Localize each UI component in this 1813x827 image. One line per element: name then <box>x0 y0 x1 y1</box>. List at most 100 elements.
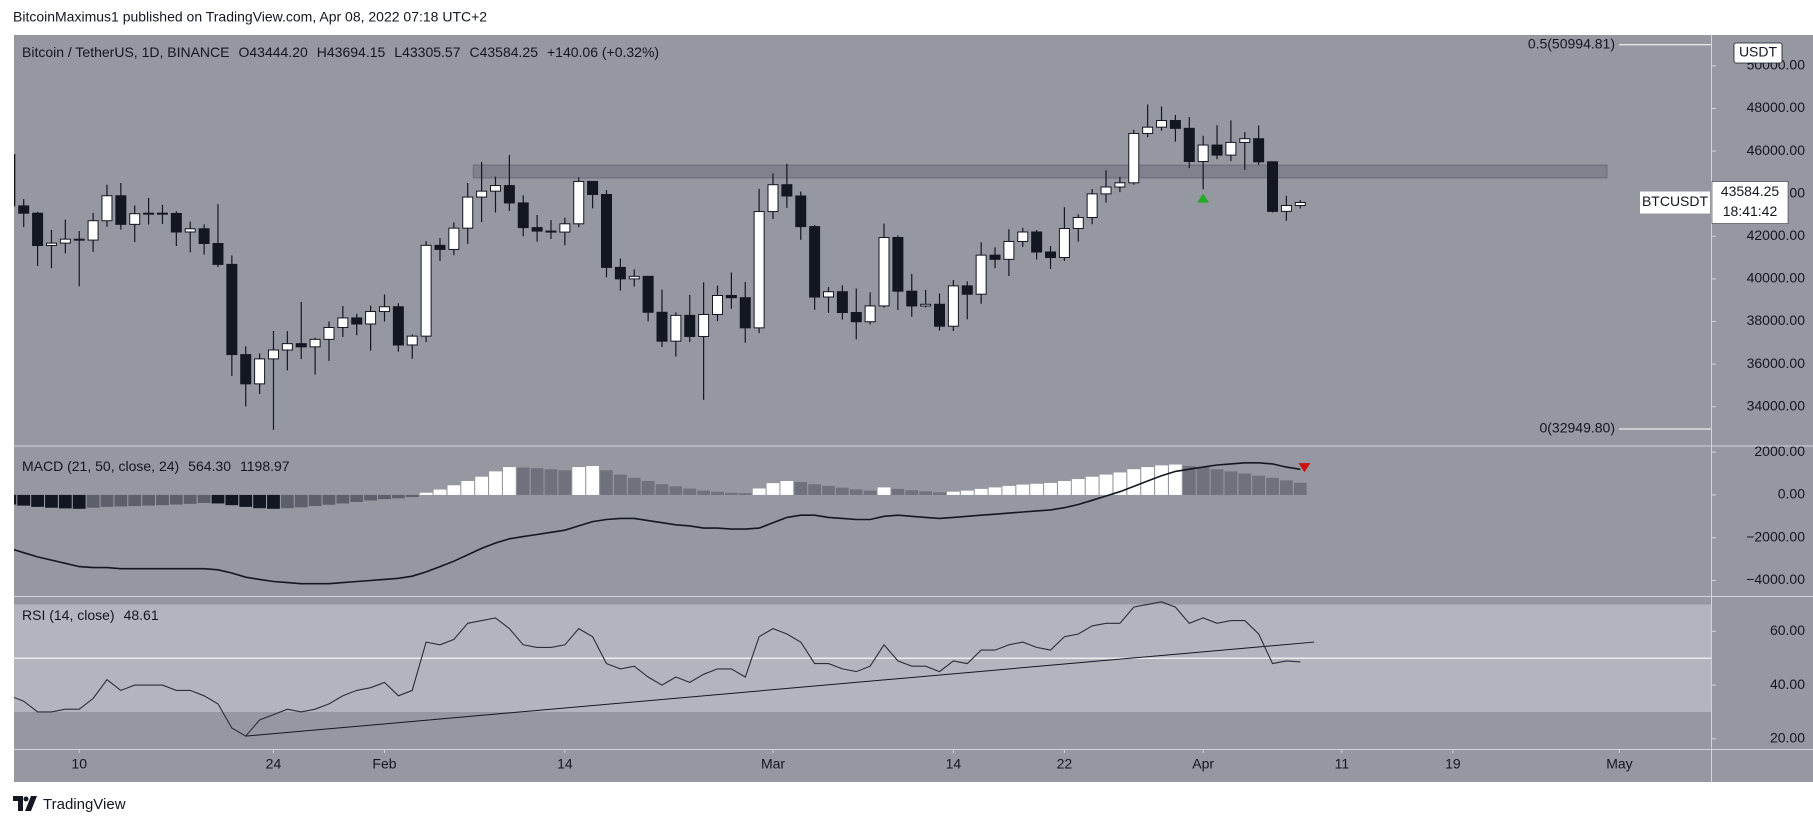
legend-value: O43444.20 <box>238 44 307 60</box>
candle-body <box>101 195 113 222</box>
candle-body <box>725 295 737 299</box>
candle-body <box>712 295 723 315</box>
candle-body <box>517 202 529 229</box>
x-tick-label: 10 <box>71 756 87 772</box>
macd-histogram-bar <box>655 484 669 495</box>
candle-body <box>198 228 210 245</box>
buy-arrow <box>1197 193 1210 203</box>
candle-body <box>392 306 404 346</box>
macd-histogram-bar <box>613 474 627 495</box>
candle-body <box>462 196 474 229</box>
macd-histogram-bar <box>211 494 225 504</box>
candle-body <box>420 244 432 337</box>
candle-body <box>378 306 390 313</box>
candle-body <box>545 230 557 233</box>
legend-value: H43694.15 <box>317 44 386 60</box>
candle-body <box>920 303 932 307</box>
legend-value: 48.61 <box>124 607 159 623</box>
y-tick-label: 0.00 <box>1778 486 1805 502</box>
macd-histogram-bar <box>780 481 794 495</box>
candle-body <box>1197 144 1209 163</box>
legend-value: 1198.97 <box>240 458 290 474</box>
candle-body <box>989 254 1001 260</box>
macd-histogram-bar <box>683 488 697 495</box>
legend-title: RSI (14, close) <box>22 607 115 623</box>
macd-histogram-bar <box>322 494 336 505</box>
macd-histogram-bar <box>308 494 322 507</box>
macd-histogram-bar <box>947 491 960 495</box>
macd-histogram-bar <box>933 492 946 495</box>
legend-title: MACD (21, 50, close, 24) <box>22 458 179 474</box>
price-label: 43584.25 <box>1721 183 1780 199</box>
candle-body <box>795 195 807 228</box>
candle-body <box>684 314 696 337</box>
macd-histogram-bar <box>197 494 211 504</box>
macd-histogram-bar <box>1016 484 1030 495</box>
y-tick-label: 34000.00 <box>1747 397 1806 413</box>
macd-histogram-bar <box>502 467 516 495</box>
candle-body <box>823 291 834 298</box>
candle-body <box>1183 127 1195 163</box>
y-tick-label: 36000.00 <box>1747 355 1806 371</box>
resistance-zone <box>472 164 1608 179</box>
currency-box <box>1733 42 1783 64</box>
candle-body <box>184 228 196 233</box>
macd-histogram-bar <box>1266 477 1279 495</box>
macd-histogram-bar <box>835 487 849 495</box>
pane-rsi <box>14 601 1711 737</box>
macd-histogram-bar <box>419 492 433 495</box>
x-tick-label: 14 <box>557 756 573 772</box>
macd-histogram-bar <box>225 494 239 506</box>
candle-body <box>156 212 168 215</box>
candle-body <box>1017 231 1029 242</box>
candle-body <box>947 285 959 327</box>
macd-histogram-bar <box>849 489 863 495</box>
legend-value: +140.06 (+0.32%) <box>547 44 659 60</box>
footer-brand: TradingView <box>43 796 126 813</box>
rsi-trendline <box>245 641 1315 737</box>
macd-histogram-bar <box>100 494 114 507</box>
macd-histogram-bar <box>572 467 586 495</box>
macd-histogram-bar <box>475 476 488 495</box>
tradingview-logo <box>13 796 37 811</box>
macd-histogram-bar <box>724 492 738 495</box>
macd-histogram-bar <box>905 490 919 495</box>
candle-body <box>934 303 946 327</box>
candle-body <box>323 327 335 340</box>
price-box <box>1711 181 1789 224</box>
macd-histogram-bar <box>1030 483 1044 495</box>
candle-body <box>476 190 488 198</box>
candle-body <box>1058 228 1070 259</box>
candle-body <box>32 212 44 247</box>
publish-header: BitcoinMaximus1 published on TradingView… <box>13 9 487 25</box>
macd-histogram-bar <box>1196 467 1210 495</box>
macd-histogram-bar <box>544 469 558 495</box>
x-tick-label: Apr <box>1192 756 1214 772</box>
pane-legend: Bitcoin / TetherUS, 1D, BINANCE O43444.20… <box>22 44 659 60</box>
macd-histogram-bar <box>1293 482 1307 495</box>
candle-body <box>642 275 654 313</box>
y-tick-label: 20.00 <box>1770 729 1805 745</box>
rsi-line <box>14 601 1301 737</box>
fib-label: 0.5(50994.81) <box>1528 35 1615 51</box>
candle-body <box>212 243 224 265</box>
candle-body <box>1239 138 1251 143</box>
fib-label: 0(32949.80) <box>1539 420 1615 436</box>
symbol-label: BTCUSDT <box>1642 193 1709 209</box>
candle-body <box>1225 141 1237 156</box>
candle-body <box>836 291 848 314</box>
x-tick-label: Mar <box>761 756 785 772</box>
candle-body <box>1294 202 1306 207</box>
candle-body <box>1086 193 1098 218</box>
macd-histogram-bar <box>1099 474 1113 495</box>
candle-body <box>14 154 16 207</box>
macd-histogram-bar <box>1058 481 1071 495</box>
candle-body <box>1267 161 1279 212</box>
candle-body <box>628 275 640 280</box>
x-tick-label: 11 <box>1335 756 1350 772</box>
macd-histogram-bar <box>156 494 169 506</box>
macd-histogram-bar <box>253 494 266 509</box>
macd-histogram-bar <box>336 494 350 504</box>
candle-body <box>767 184 779 213</box>
candle-body <box>1128 132 1140 184</box>
